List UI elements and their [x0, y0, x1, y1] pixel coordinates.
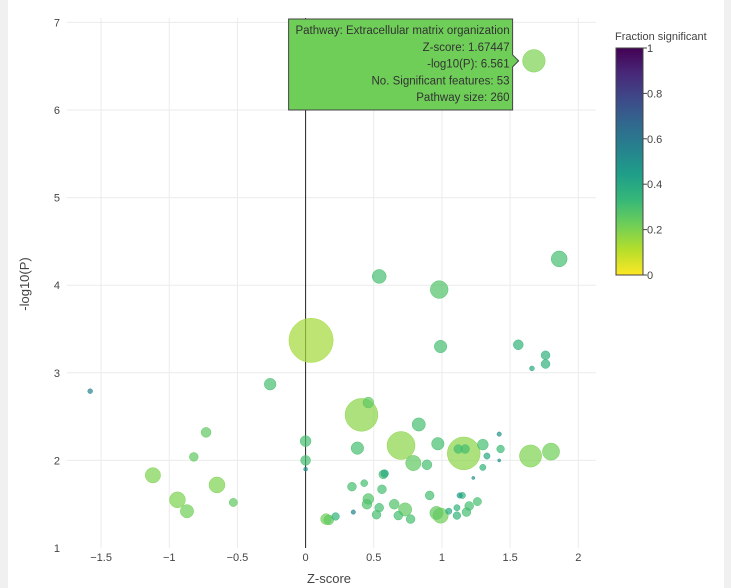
tooltip-line: Pathway: Extracellular matrix organizati… — [295, 25, 509, 37]
data-point[interactable] — [424, 490, 435, 501]
data-point[interactable] — [513, 339, 524, 350]
tooltip-line: Z-score: 1.67447 — [423, 42, 510, 54]
x-tick-label: 2 — [575, 552, 581, 564]
x-tick-label: 0 — [303, 552, 309, 564]
data-point[interactable] — [472, 497, 482, 506]
data-point[interactable] — [540, 359, 551, 369]
data-point[interactable] — [496, 431, 502, 437]
data-point[interactable] — [189, 452, 199, 462]
y-tick-label: 6 — [54, 105, 60, 117]
colorbar: Fraction significant 0 0.2 0.4 0.6 0.8 1 — [615, 31, 707, 282]
x-tick-label: 0.5 — [366, 552, 381, 564]
tooltip-line: No. Significant features: 53 — [372, 75, 510, 87]
y-tick-label: 2 — [54, 455, 60, 467]
data-point[interactable] — [411, 417, 426, 432]
x-tick-label: 1.5 — [502, 552, 517, 564]
data-point[interactable] — [464, 501, 474, 511]
data-point[interactable] — [180, 504, 194, 519]
data-point[interactable] — [228, 498, 238, 507]
hover-tooltip: Pathway: Extracellular matrix organizati… — [288, 18, 520, 111]
data-point[interactable] — [300, 455, 311, 466]
tooltip-line: -log10(P): 6.561 — [427, 59, 509, 71]
grid-lines — [67, 18, 596, 548]
data-point[interactable] — [371, 269, 387, 284]
data-point[interactable] — [350, 509, 356, 515]
data-point[interactable] — [431, 437, 445, 451]
colorbar-ticks: 0 0.2 0.4 0.6 0.8 1 — [643, 43, 662, 282]
y-axis-title: -log10(P) — [17, 257, 32, 310]
data-point[interactable] — [299, 435, 312, 447]
tooltip-line: Pathway size: 260 — [416, 92, 509, 104]
data-point[interactable] — [350, 441, 364, 455]
data-point[interactable] — [393, 510, 403, 521]
data-point[interactable] — [347, 482, 357, 492]
data-point[interactable] — [169, 491, 186, 509]
data-point[interactable] — [380, 469, 389, 478]
data-point[interactable] — [456, 492, 463, 499]
data-point[interactable] — [471, 476, 476, 480]
data-point[interactable] — [529, 365, 535, 372]
tooltip-box — [288, 18, 520, 111]
colorbar-tick-label: 0 — [647, 270, 653, 282]
data-point[interactable] — [360, 479, 368, 487]
data-point[interactable] — [200, 427, 212, 438]
y-axis-ticks: 1 2 3 4 5 6 7 — [54, 17, 60, 555]
data-point[interactable] — [542, 442, 560, 461]
data-point[interactable] — [386, 431, 416, 460]
data-point[interactable] — [405, 514, 416, 524]
y-tick-label: 7 — [54, 17, 60, 29]
data-point[interactable] — [460, 444, 470, 454]
data-point[interactable] — [430, 280, 449, 299]
colorbar-tick-label: 0.2 — [647, 225, 662, 237]
x-tick-label: −1 — [163, 552, 176, 564]
data-point[interactable] — [445, 507, 453, 515]
data-point[interactable] — [144, 467, 161, 484]
data-point[interactable] — [389, 498, 400, 510]
data-point[interactable] — [303, 466, 308, 472]
data-point[interactable] — [453, 504, 461, 512]
y-tick-label: 4 — [54, 280, 60, 292]
data-point[interactable] — [519, 444, 542, 468]
data-point[interactable] — [371, 510, 382, 520]
data-point[interactable] — [377, 484, 387, 494]
y-tick-label: 5 — [54, 193, 60, 205]
x-axis-title: Z-score — [307, 571, 351, 586]
colorbar-title: Fraction significant — [615, 31, 707, 43]
highlighted-point[interactable] — [522, 49, 546, 73]
data-points[interactable] — [87, 49, 568, 526]
data-point[interactable] — [331, 512, 340, 521]
data-point[interactable] — [429, 506, 444, 520]
colorbar-tick-label: 1 — [647, 43, 653, 55]
x-axis-ticks: −1.5 −1 −0.5 0 0.5 1 1.5 2 — [90, 552, 581, 564]
x-tick-label: −1.5 — [90, 552, 112, 564]
data-point[interactable] — [421, 459, 433, 470]
data-point[interactable] — [477, 438, 489, 451]
y-tick-label: 1 — [54, 543, 60, 555]
data-point[interactable] — [208, 476, 226, 494]
colorbar-tick-label: 0.6 — [647, 134, 662, 146]
data-point[interactable] — [264, 378, 277, 391]
data-point[interactable] — [405, 455, 422, 471]
colorbar-tick-label: 0.4 — [647, 179, 662, 191]
data-point[interactable] — [497, 458, 502, 463]
data-point[interactable] — [452, 511, 462, 520]
data-point[interactable] — [496, 444, 505, 454]
colorbar-tick-label: 0.8 — [647, 88, 662, 100]
data-point[interactable] — [87, 388, 93, 394]
data-point[interactable] — [362, 396, 374, 409]
x-tick-label: 1 — [439, 552, 445, 564]
data-point[interactable] — [434, 340, 448, 354]
x-tick-label: −0.5 — [227, 552, 249, 564]
y-tick-label: 3 — [54, 368, 60, 380]
colorbar-gradient — [615, 47, 644, 276]
data-point[interactable] — [483, 452, 491, 460]
data-point[interactable] — [361, 498, 373, 510]
data-point[interactable] — [540, 350, 551, 360]
data-point[interactable] — [479, 464, 487, 471]
data-point[interactable] — [288, 317, 334, 363]
data-point[interactable] — [550, 250, 568, 268]
